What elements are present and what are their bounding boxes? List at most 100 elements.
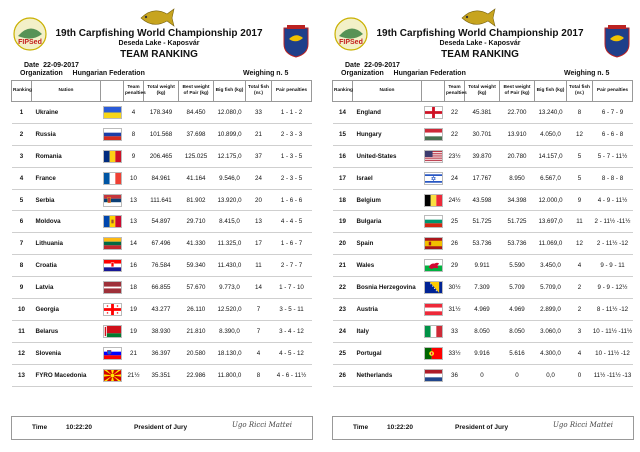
pair-penalties-cell: 8 - 11½ -12 <box>592 298 633 321</box>
best-weight-cell: 8.950 <box>499 167 535 190</box>
table-row: 19 Bulgaria 25 51.725 51.725 13.697,0 11 2 - 11… <box>332 210 633 234</box>
team-penalties-cell: 26 <box>444 232 465 256</box>
col-big-fish: Big fish (kg) <box>534 80 567 102</box>
total-weight-cell: 4.969 <box>464 298 500 321</box>
table-row: 13 FYRO Macedonia 21½ 35.351 22.986 11.800,0 8… <box>11 364 312 387</box>
table-row: 18 Belgium 24½ 43.598 34.398 12.000,0 9 4 - 9 -… <box>332 189 633 212</box>
total-weight-cell: 35.351 <box>143 364 179 387</box>
pair-penalties-cell: 9 - 9 - 12½ <box>592 276 633 300</box>
lithuania-flag-icon <box>100 232 124 256</box>
nation-name: United-States <box>352 145 422 168</box>
pair-penalties-cell: 1 - 7 - 10 <box>271 276 312 300</box>
best-weight-cell: 20.780 <box>499 145 535 168</box>
pair-penalties-cell: 5 - 7 - 11½ <box>592 145 633 168</box>
big-fish-cell: 2.899,0 <box>534 298 567 321</box>
fish-logo <box>461 8 496 27</box>
nation-name: Italy <box>352 320 422 343</box>
latvia-flag-icon <box>100 276 124 300</box>
ranking-table: Ranking Nation Team penalties Total weig… <box>11 80 312 387</box>
table-row: 24 Italy 33 8.050 8.050 3.060,0 3 10 - 11½ -11½ <box>332 320 633 343</box>
big-fish-cell: 6.567,0 <box>534 167 567 190</box>
championship-title: 19th Carpfishing World Championship 2017 <box>55 28 263 39</box>
rank-cell: 5 <box>11 189 32 212</box>
nation-name: Hungary <box>352 123 422 146</box>
total-fish-cell: 7 <box>245 320 272 343</box>
total-weight-cell: 0 <box>464 364 500 387</box>
table-row: 1 Ukraine 4 178.349 84.450 12.080,0 33 1 - 1 - … <box>11 101 312 124</box>
team-penalties-cell: 4 <box>123 101 144 124</box>
total-fish-cell: 11 <box>245 254 272 278</box>
big-fish-cell: 8.390,0 <box>213 320 246 343</box>
date-label: Date <box>345 62 361 69</box>
organization-line: Organization Hungarian Federation <box>341 70 466 77</box>
nation-name: Latvia <box>31 276 101 300</box>
big-fish-cell: 3.450,0 <box>534 254 567 278</box>
weighing-number: Weighing n. 5 <box>243 70 289 77</box>
venue-subtitle: Deseda Lake - Kaposvár <box>439 40 521 47</box>
col-pair-penalties: Pair penalties <box>592 80 633 102</box>
total-fish-cell: 12 <box>566 232 593 256</box>
georgia-flag-icon <box>100 298 124 321</box>
total-fish-cell: 3 <box>566 320 593 343</box>
nation-name: Belgium <box>352 189 422 212</box>
total-weight-cell: 30.701 <box>464 123 500 146</box>
total-fish-cell: 5 <box>566 167 593 190</box>
big-fish-cell: 5.709,0 <box>534 276 567 300</box>
team-penalties-cell: 31½ <box>444 298 465 321</box>
table-row: 15 Hungary 22 30.701 13.910 4.050,0 12 6 - 6 - … <box>332 123 633 146</box>
rank-cell: 23 <box>332 298 353 321</box>
big-fish-cell: 9.546,0 <box>213 167 246 190</box>
pair-penalties-cell: 2 - 11½ -11½ <box>592 210 633 234</box>
big-fish-cell: 9.773,0 <box>213 276 246 300</box>
total-weight-cell: 38.930 <box>143 320 179 343</box>
ranking-title: TEAM RANKING <box>120 49 198 60</box>
team-penalties-cell: 22 <box>444 123 465 146</box>
nation-name: Croatia <box>31 254 101 278</box>
rank-cell: 15 <box>332 123 353 146</box>
big-fish-cell: 8.415,0 <box>213 210 246 234</box>
big-fish-cell: 4.050,0 <box>534 123 567 146</box>
total-fish-cell: 4 <box>566 254 593 278</box>
venue-subtitle: Deseda Lake - Kaposvár <box>118 40 200 47</box>
col-total-weight: Total weight (kg) <box>464 80 500 102</box>
total-weight-cell: 9.916 <box>464 342 500 365</box>
best-weight-cell: 51.725 <box>499 210 535 234</box>
team-penalties-cell: 24½ <box>444 189 465 212</box>
best-weight-cell: 53.736 <box>499 232 535 256</box>
date-value: 22-09-2017 <box>364 62 400 69</box>
organization-value: Hungarian Federation <box>393 70 466 77</box>
team-penalties-cell: 19 <box>123 298 144 321</box>
team-penalties-cell: 25 <box>444 210 465 234</box>
championship-badge <box>604 25 630 58</box>
total-weight-cell: 17.767 <box>464 167 500 190</box>
rank-cell: 24 <box>332 320 353 343</box>
best-weight-cell: 22.700 <box>499 101 535 124</box>
total-weight-cell: 51.725 <box>464 210 500 234</box>
best-weight-cell: 84.450 <box>178 101 214 124</box>
table-row: 14 England 22 45.381 22.700 13.240,0 8 6 - 7 - … <box>332 101 633 124</box>
best-weight-cell: 21.810 <box>178 320 214 343</box>
team-penalties-cell: 8 <box>123 123 144 146</box>
best-weight-cell: 41.330 <box>178 232 214 256</box>
total-weight-cell: 178.349 <box>143 101 179 124</box>
col-team-penalties: Team penalties <box>444 80 467 102</box>
total-weight-cell: 7.309 <box>464 276 500 300</box>
team-penalties-cell: 14 <box>123 232 144 256</box>
team-penalties-cell: 9 <box>123 145 144 168</box>
table-row: 7 Lithuania 14 67.496 41.330 11.325,0 17 1 - 6 … <box>11 232 312 256</box>
total-weight-cell: 45.381 <box>464 101 500 124</box>
team-penalties-cell: 30½ <box>444 276 465 300</box>
rank-cell: 21 <box>332 254 353 278</box>
best-weight-cell: 37.698 <box>178 123 214 146</box>
rank-cell: 7 <box>11 232 32 256</box>
best-weight-cell: 34.398 <box>499 189 535 212</box>
big-fish-cell: 13.697,0 <box>534 210 567 234</box>
netherlands-flag-icon <box>421 364 445 387</box>
team-penalties-cell: 19 <box>123 320 144 343</box>
nation-name: Spain <box>352 232 422 256</box>
total-fish-cell: 24 <box>245 167 272 190</box>
nation-name: Bulgaria <box>352 210 422 234</box>
nation-name: Serbia <box>31 189 101 212</box>
rank-cell: 20 <box>332 232 353 256</box>
pair-penalties-cell: 10 - 11½ -12 <box>592 342 633 365</box>
